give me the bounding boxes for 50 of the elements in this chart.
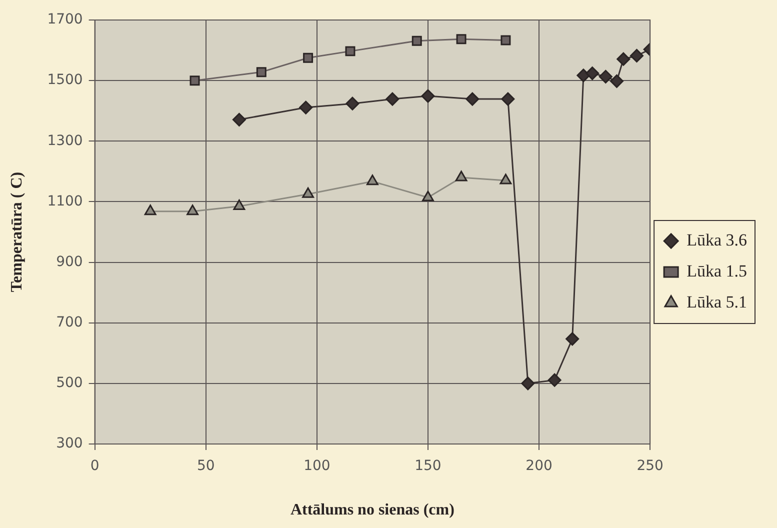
y-axis-title: Temperatūra ( C) <box>8 172 26 292</box>
point <box>345 46 356 56</box>
point <box>586 66 600 80</box>
point <box>422 190 434 202</box>
point <box>598 70 612 84</box>
point <box>630 48 644 62</box>
point <box>455 170 468 182</box>
x-tick-label: 0 <box>90 458 100 474</box>
point <box>500 174 512 184</box>
point <box>616 52 630 66</box>
point <box>421 89 435 103</box>
point <box>233 200 246 210</box>
point <box>412 36 422 46</box>
y-tick-label: 1100 <box>47 193 83 210</box>
y-tick-label: 1300 <box>47 132 83 149</box>
point <box>548 373 562 387</box>
x-tick-label: 200 <box>526 458 552 474</box>
y-tick-label: 300 <box>56 436 83 452</box>
y-tick-label: 1700 <box>47 12 83 28</box>
point <box>232 112 246 126</box>
x-tick-label: 150 <box>414 458 442 474</box>
x-axis-title: Attālums no sienas (cm) <box>290 502 454 519</box>
point <box>386 92 400 106</box>
point <box>256 67 266 78</box>
point <box>190 76 200 86</box>
point <box>576 68 590 82</box>
legend-label: Lūka 1.5 <box>686 261 748 280</box>
point <box>144 204 156 216</box>
point <box>610 74 624 88</box>
point <box>303 52 314 63</box>
point <box>466 92 480 106</box>
point <box>566 332 580 346</box>
y-tick-label: 700 <box>56 314 83 330</box>
point <box>521 376 535 390</box>
point <box>346 96 360 110</box>
x-tick-label: 100 <box>304 458 330 474</box>
point <box>500 35 511 46</box>
point <box>299 100 313 114</box>
y-tick-label: 900 <box>56 254 83 270</box>
x-tick-label: 250 <box>636 458 664 474</box>
point <box>302 187 314 198</box>
legend-label: Lūka 3.6 <box>686 230 748 250</box>
point <box>186 204 198 216</box>
point <box>366 174 378 186</box>
y-tick-label: 1500 <box>47 72 83 88</box>
y-tick-label: 500 <box>56 375 83 392</box>
x-tick-label: 50 <box>196 458 215 474</box>
point <box>501 92 515 106</box>
point <box>456 34 466 44</box>
legend-label: Lūka 5.1 <box>686 292 748 312</box>
